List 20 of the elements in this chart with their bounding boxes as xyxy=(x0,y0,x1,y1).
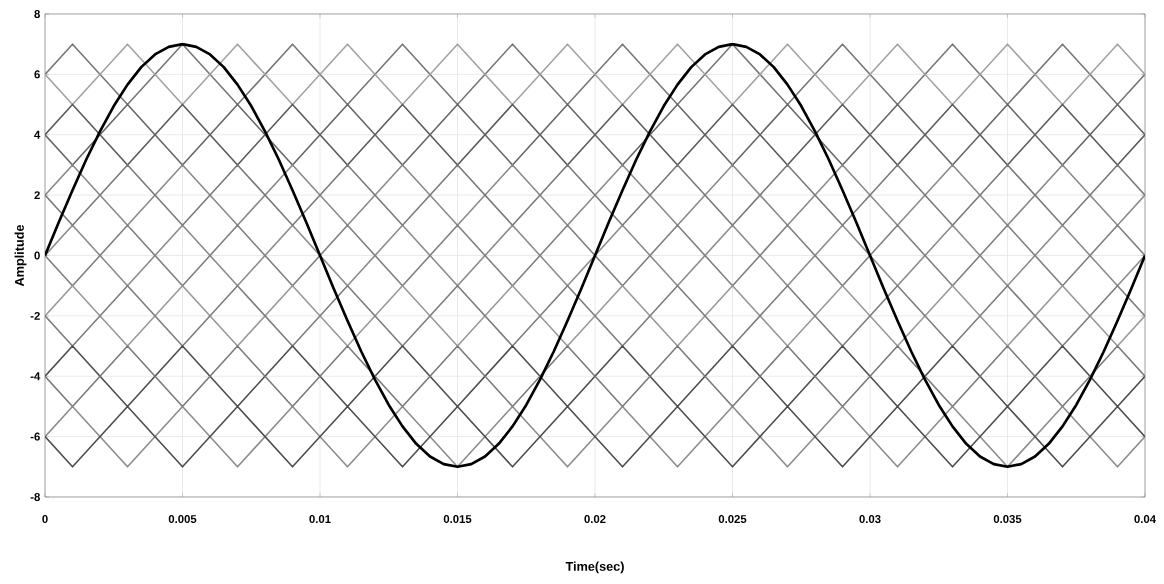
y-tick-label: -8 xyxy=(30,492,40,501)
y-tick-label: -2 xyxy=(30,311,40,320)
y-tick-label: -4 xyxy=(30,372,41,381)
x-tick-label: 0.01 xyxy=(309,515,331,524)
x-axis-title: Time(sec) xyxy=(565,561,624,574)
x-tick-label: 0.03 xyxy=(859,515,881,524)
y-tick-label: -6 xyxy=(30,432,40,441)
y-tick-label: 2 xyxy=(34,191,40,200)
y-tick-label: 8 xyxy=(34,9,40,18)
x-tick-label: 0.025 xyxy=(718,515,747,524)
y-tick-label: 0 xyxy=(34,251,40,260)
x-tick-label: 0 xyxy=(42,515,48,524)
x-tick-label: 0.04 xyxy=(1134,515,1156,524)
x-tick-label: 0.02 xyxy=(584,515,606,524)
y-tick-label: 6 xyxy=(34,70,40,79)
y-tick-label: 4 xyxy=(34,130,41,139)
y-axis-title: Amplitude xyxy=(14,224,27,287)
x-tick-label: 0.035 xyxy=(993,515,1022,524)
x-tick-label: 0.005 xyxy=(168,515,197,524)
x-tick-label: 0.015 xyxy=(443,515,472,524)
